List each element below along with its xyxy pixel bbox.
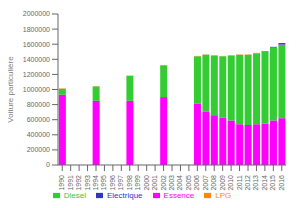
svg-text:2005: 2005 (185, 175, 192, 191)
svg-text:1994: 1994 (92, 175, 99, 191)
svg-text:1600000: 1600000 (23, 41, 50, 48)
svg-text:2003: 2003 (168, 175, 175, 191)
svg-text:2013: 2013 (252, 175, 259, 191)
html-text:Diesel: Diesel (63, 191, 86, 200)
svg-text:0: 0 (46, 161, 50, 168)
html-text:LPG: LPG (215, 191, 232, 200)
html-text:Electrique: Electrique (107, 191, 143, 200)
html-text:Essence: Essence (163, 191, 195, 200)
svg-text:2016: 2016 (278, 175, 285, 191)
svg-text:800000: 800000 (27, 101, 50, 108)
svg-text:1800000: 1800000 (23, 26, 50, 33)
svg-text:2002: 2002 (160, 175, 167, 191)
svg-text:2006: 2006 (193, 175, 200, 191)
svg-text:1990: 1990 (58, 175, 65, 191)
svg-text:2010: 2010 (227, 175, 234, 191)
svg-text:2015: 2015 (269, 175, 276, 191)
svg-text:1000000: 1000000 (23, 86, 50, 93)
svg-text:2007: 2007 (202, 175, 209, 191)
svg-text:2008: 2008 (210, 175, 217, 191)
svg-text:2012: 2012 (244, 175, 251, 191)
svg-text:200000: 200000 (27, 146, 50, 153)
svg-text:400000: 400000 (27, 131, 50, 138)
svg-text:1999: 1999 (134, 175, 141, 191)
svg-text:1998: 1998 (126, 175, 133, 191)
svg-text:2011: 2011 (236, 175, 243, 190)
svg-text:1993: 1993 (84, 175, 91, 191)
svg-text:1996: 1996 (109, 175, 116, 191)
svg-text:Voiture particulière: Voiture particulière (8, 56, 15, 123)
svg-text:1995: 1995 (100, 175, 107, 191)
svg-text:2009: 2009 (219, 175, 226, 191)
svg-text:2000: 2000 (143, 175, 150, 191)
svg-text:2001: 2001 (151, 175, 158, 191)
svg-text:2000000: 2000000 (23, 10, 50, 17)
svg-text:1991: 1991 (67, 175, 74, 191)
svg-text:1400000: 1400000 (23, 56, 50, 63)
svg-text:1200000: 1200000 (23, 71, 50, 78)
svg-text:2014: 2014 (261, 175, 268, 191)
svg-text:1997: 1997 (117, 175, 124, 191)
svg-text:2004: 2004 (176, 175, 183, 191)
svg-text:600000: 600000 (27, 116, 50, 123)
svg-text:1992: 1992 (75, 175, 82, 191)
